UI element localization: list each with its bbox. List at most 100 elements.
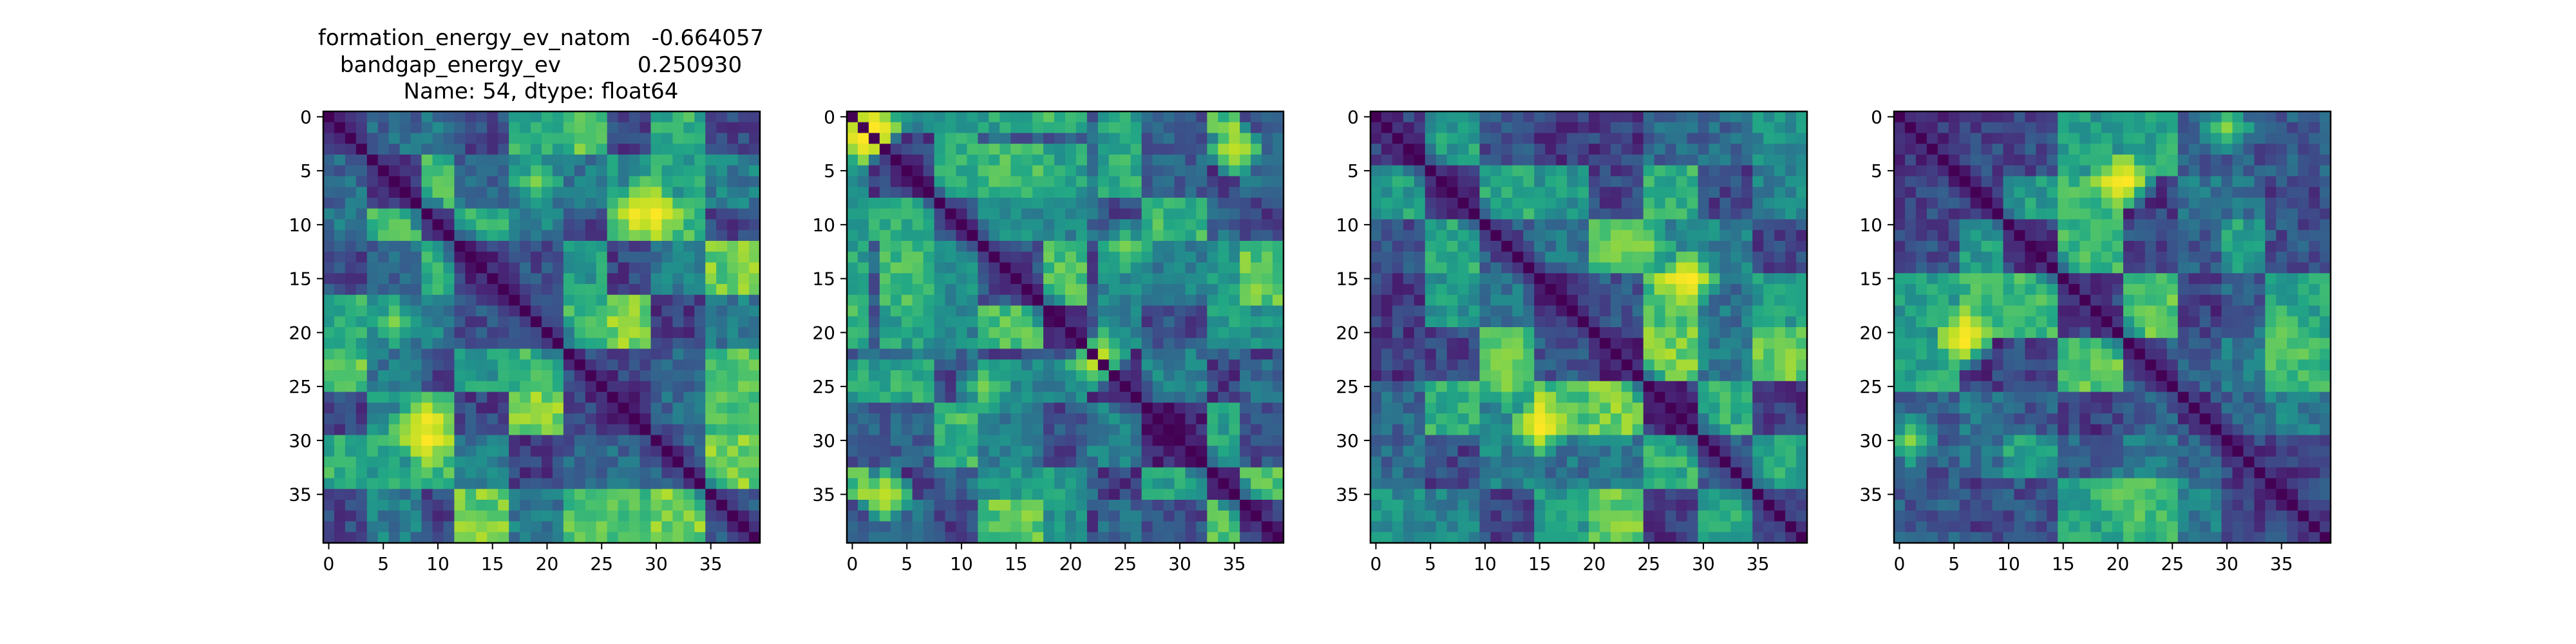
heatmap-cell (1567, 478, 1578, 489)
heatmap-cell (1665, 337, 1677, 350)
heatmap-cell (1567, 176, 1578, 187)
heatmap-cell (890, 467, 902, 479)
heatmap-cell (1643, 176, 1655, 187)
heatmap-cell (629, 262, 641, 274)
heatmap-cell (542, 424, 553, 436)
heatmap-cell (1240, 446, 1251, 457)
heatmap-cell (1578, 133, 1589, 144)
heatmap-cell (607, 144, 619, 155)
heatmap-cell (1545, 457, 1557, 468)
heatmap-cell (727, 208, 739, 220)
heatmap-cell (1403, 435, 1415, 446)
heatmap-cell (650, 122, 663, 134)
heatmap-cell (1108, 467, 1121, 479)
heatmap-cell (355, 457, 368, 468)
heatmap-cell (1075, 144, 1088, 155)
heatmap-cell (1054, 165, 1066, 177)
heatmap-cell (857, 111, 869, 123)
heatmap-cell (1687, 392, 1699, 403)
heatmap-cell (1687, 359, 1699, 371)
heatmap-cell (1108, 133, 1121, 144)
heatmap-cell (705, 413, 717, 425)
heatmap-cell (498, 187, 509, 198)
heatmap-cell (1512, 435, 1524, 446)
heatmap-cell (1251, 467, 1262, 479)
heatmap-cell (443, 316, 455, 328)
heatmap-cell (1490, 284, 1502, 296)
heatmap-cell (1054, 187, 1066, 198)
heatmap-cell (989, 155, 1000, 166)
heatmap-cell (1479, 478, 1492, 489)
heatmap-cell (1196, 133, 1208, 144)
heatmap-cell (345, 327, 357, 339)
heatmap-cell (1075, 155, 1088, 166)
heatmap-cell (868, 424, 880, 436)
heatmap-cell (1578, 435, 1589, 446)
heatmap-cell (410, 337, 422, 350)
heatmap-cell (1796, 435, 1808, 446)
heatmap-cell (454, 337, 466, 350)
heatmap-cell (1273, 327, 1284, 339)
heatmap-cell (868, 500, 880, 511)
heatmap-cell (923, 230, 935, 242)
heatmap-cell (1174, 155, 1186, 166)
heatmap-cell (1196, 273, 1208, 285)
heatmap-cell (454, 532, 466, 544)
heatmap-cell (1643, 198, 1655, 209)
heatmap-cell (1218, 521, 1229, 533)
heatmap-cell (978, 510, 989, 522)
heatmap-cell (596, 198, 608, 209)
heatmap-cell (1621, 532, 1633, 544)
heatmap-cell (694, 359, 706, 371)
heatmap-cell (1523, 532, 1535, 544)
heatmap-cell (1174, 165, 1186, 177)
heatmap-cell (1425, 457, 1437, 468)
heatmap-cell (1534, 370, 1546, 382)
heatmap-cell (1698, 370, 1710, 382)
heatmap-cell (465, 392, 477, 403)
heatmap-cell (542, 392, 553, 403)
heatmap-cell (1229, 208, 1240, 220)
heatmap-cell (1479, 122, 1492, 134)
heatmap-cell (639, 532, 652, 544)
heatmap-cell (1152, 381, 1164, 393)
heatmap-cell (1425, 413, 1437, 425)
heatmap-cell (738, 262, 750, 274)
heatmap-cell (1240, 262, 1251, 274)
heatmap-cell (1752, 500, 1764, 511)
heatmap-cell (366, 144, 379, 155)
heatmap-cell (847, 294, 858, 307)
heatmap-cell (1273, 521, 1284, 533)
heatmap-cell (366, 273, 379, 285)
heatmap-cell (1425, 446, 1437, 457)
heatmap-cell (1207, 457, 1218, 468)
heatmap-cell (366, 521, 379, 533)
heatmap-cell (1446, 392, 1459, 403)
heatmap-cell (1032, 155, 1044, 166)
heatmap-cell (705, 305, 717, 317)
heatmap-cell (377, 241, 390, 252)
heatmap-cell (1730, 500, 1742, 511)
heatmap-cell (1043, 489, 1055, 500)
heatmap-cell (1687, 133, 1699, 144)
heatmap-cell (334, 370, 346, 382)
heatmap-cell (1174, 489, 1186, 500)
heatmap-cell (868, 446, 880, 457)
heatmap-cell (563, 435, 575, 446)
heatmap-cell (847, 348, 858, 360)
heatmap-cell (454, 327, 466, 339)
heatmap-cell (1730, 510, 1742, 522)
heatmap-cell (2134, 111, 2146, 123)
heatmap-cell (967, 500, 978, 511)
heatmap-cell (1240, 198, 1251, 209)
heatmap-cell (1425, 122, 1437, 134)
heatmap-cell (1163, 467, 1175, 479)
heatmap-cell (1108, 294, 1121, 307)
heatmap-cell (1676, 273, 1688, 285)
heatmap-cell (1665, 122, 1677, 134)
heatmap-cell (1698, 316, 1710, 328)
heatmap-cell (1621, 327, 1633, 339)
heatmap-cell (323, 208, 335, 220)
heatmap-cell (890, 359, 902, 371)
heatmap-cell (1381, 489, 1393, 500)
